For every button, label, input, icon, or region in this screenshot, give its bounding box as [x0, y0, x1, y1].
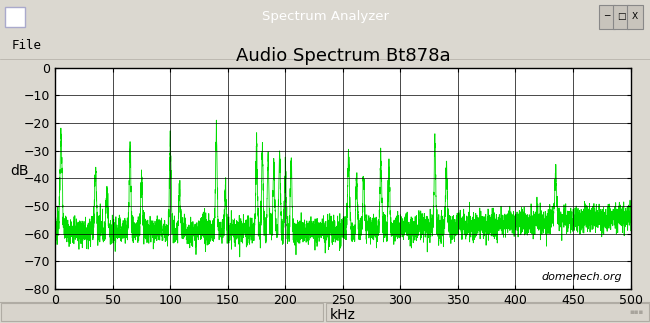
Bar [1, 303, 323, 321]
Text: X: X [632, 13, 638, 21]
Bar [613, 5, 629, 29]
X-axis label: kHz: kHz [330, 308, 356, 322]
Text: □: □ [617, 13, 626, 21]
Text: domenech.org: domenech.org [541, 272, 622, 282]
Text: ▪▪▪: ▪▪▪ [629, 309, 644, 315]
Text: Spectrum Analyzer: Spectrum Analyzer [261, 10, 389, 24]
Bar [326, 303, 649, 321]
Title: Audio Spectrum Bt878a: Audio Spectrum Bt878a [235, 47, 450, 65]
Text: File: File [12, 39, 42, 52]
Bar [627, 5, 643, 29]
Y-axis label: dB: dB [10, 164, 29, 178]
Bar [599, 5, 615, 29]
Bar [5, 7, 25, 27]
Text: ─: ─ [604, 13, 610, 21]
